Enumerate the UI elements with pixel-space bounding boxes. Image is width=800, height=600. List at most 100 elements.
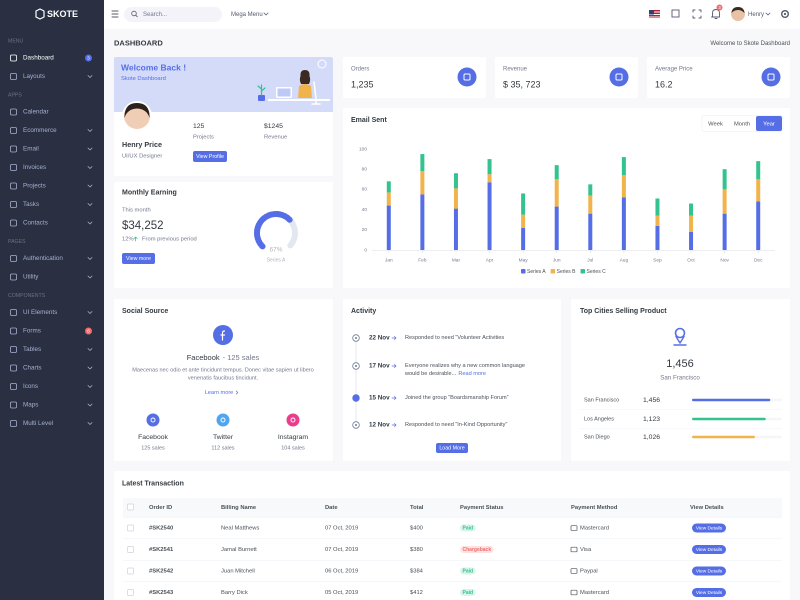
menu-item[interactable]: Forms — [23, 328, 41, 335]
payment-icon — [570, 568, 578, 574]
view-details-button[interactable] — [692, 588, 726, 597]
view-details-button[interactable] — [692, 545, 726, 554]
activity-link[interactable]: Read more — [458, 371, 486, 377]
activity-date: 15 Nov — [369, 395, 390, 402]
view-details-label[interactable]: View Details — [696, 590, 723, 596]
x-tick-label: Sep — [653, 257, 662, 263]
learn-more-link[interactable]: Learn more — [205, 390, 234, 396]
button-label[interactable]: View Profile — [196, 154, 224, 160]
menu-item[interactable]: Charts — [23, 365, 42, 372]
illustration-pot — [258, 95, 265, 101]
checkbox[interactable] — [127, 589, 134, 596]
column-header: View Details — [690, 505, 724, 511]
view-details-label[interactable]: View Details — [696, 525, 723, 531]
legend-label: Series C — [587, 269, 607, 275]
profile-stat-label: Projects — [193, 135, 214, 141]
period-button[interactable] — [728, 116, 756, 131]
menu-badge — [85, 327, 92, 335]
payment-icon — [570, 525, 578, 531]
menu-item[interactable]: Tasks — [23, 201, 39, 208]
period-button-label[interactable]: Month — [734, 121, 750, 127]
profile-name: Henry Price — [122, 140, 162, 149]
period-button-label[interactable]: Week — [708, 121, 723, 127]
stat-label: Revenue — [503, 67, 528, 73]
menu-icon — [10, 420, 17, 427]
menu-item[interactable]: Utility — [23, 274, 39, 281]
social-source-name: Facebook — [187, 353, 220, 362]
menu-item[interactable]: Icons — [23, 383, 38, 390]
checkbox[interactable] — [127, 567, 134, 575]
card — [114, 182, 333, 288]
user-name[interactable]: Henry — [748, 12, 764, 18]
menu-icon — [10, 127, 17, 134]
activity-text-line: Everyone realizes why a new common langu… — [405, 363, 525, 369]
illustration-laptop-screen — [277, 88, 291, 97]
chevron — [87, 221, 93, 225]
checkbox[interactable] — [127, 546, 134, 553]
menu-item[interactable]: Contacts — [23, 220, 48, 227]
menu-item[interactable]: UI Elements — [23, 309, 57, 316]
activity-text: Responded to need “In-Kind Opportunity” — [405, 422, 507, 428]
menu-item[interactable]: Invoices — [23, 164, 46, 171]
checkbox[interactable] — [127, 503, 134, 511]
bar-segment — [621, 175, 626, 198]
period-button-label[interactable]: Year — [763, 121, 775, 127]
earning-change-note: From previous period — [142, 237, 197, 243]
menu-item[interactable]: Dashboard — [23, 55, 54, 62]
menu-icon — [10, 364, 17, 372]
button[interactable] — [122, 253, 155, 264]
period-button[interactable] — [756, 116, 782, 131]
bar-segment — [554, 165, 559, 180]
card — [343, 57, 486, 98]
apps-icon[interactable] — [671, 9, 680, 18]
welcome-subtitle: Skote Dashboard — [121, 76, 166, 82]
button[interactable] — [436, 443, 468, 453]
menu-item[interactable]: Ecommerce — [23, 127, 57, 134]
legend-swatch — [580, 269, 586, 274]
view-details-label[interactable]: View Details — [696, 568, 723, 574]
order-id: #SK2541 — [149, 547, 174, 553]
menu-item[interactable]: Tables — [23, 346, 41, 353]
payment-method: Mastercard — [580, 526, 609, 532]
button[interactable] — [193, 151, 227, 162]
menu-item[interactable]: Calendar — [23, 109, 49, 116]
checkbox[interactable] — [127, 524, 134, 532]
x-tick-label: Aug — [620, 257, 629, 263]
earning-period: This month — [122, 208, 151, 214]
bar-segment — [487, 159, 492, 175]
search-box[interactable] — [124, 7, 222, 22]
chevron — [87, 129, 93, 132]
x-tick-label: Feb — [418, 257, 427, 263]
flag-stripe — [649, 11, 660, 13]
order-id: #SK2542 — [149, 569, 173, 575]
activity-text-line: Responded to need “In-Kind Opportunity” — [405, 422, 507, 428]
x-tick-label: Jan — [385, 257, 393, 263]
button-label[interactable]: Load More — [439, 446, 464, 452]
menu-item[interactable]: Projects — [23, 183, 46, 190]
y-tick-label: 80 — [362, 166, 368, 172]
order-date: 06 Oct, 2019 — [325, 569, 358, 575]
y-tick-label: 0 — [364, 247, 367, 253]
location-pin — [673, 335, 687, 346]
card-title: Activity — [351, 308, 376, 315]
stat-icon-glyph — [463, 73, 471, 81]
menu-item[interactable]: Multi Level — [23, 420, 53, 427]
view-details-label[interactable]: View Details — [696, 547, 723, 553]
mega-menu[interactable]: Mega Menu — [231, 12, 263, 18]
bar-segment — [655, 225, 660, 250]
view-details-button[interactable] — [692, 523, 726, 533]
profile-stat-value: $1245 — [264, 123, 283, 130]
bar-segment — [420, 154, 425, 172]
button-label[interactable]: View more — [126, 256, 151, 262]
menu-item[interactable]: Email — [23, 146, 39, 153]
notification-count: 3 — [718, 5, 721, 10]
bar-segment — [554, 179, 559, 207]
view-details-button[interactable] — [692, 566, 726, 576]
card-title: Top Cities Selling Product — [580, 308, 667, 315]
period-button[interactable] — [703, 116, 728, 131]
x-tick-label: Dec — [754, 257, 763, 263]
bar-segment — [621, 157, 626, 176]
menu-item[interactable]: Authentication — [23, 255, 63, 262]
menu-item[interactable]: Maps — [23, 402, 38, 409]
menu-item[interactable]: Layouts — [23, 73, 45, 80]
